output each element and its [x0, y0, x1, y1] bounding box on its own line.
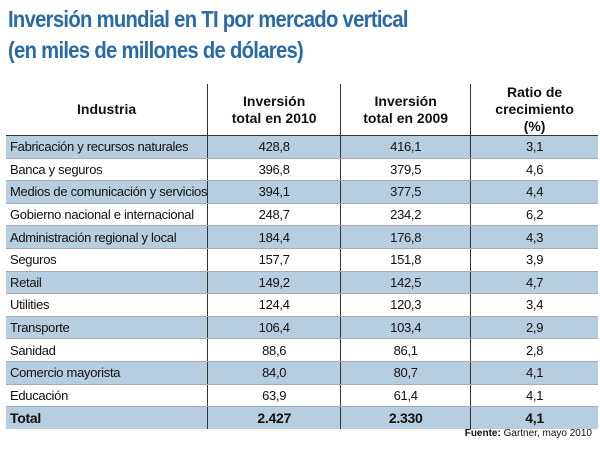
inv-2010-cell: 184,4	[207, 225, 341, 249]
table-row: Educación 63,9 61,4 4,1	[6, 384, 598, 408]
table-row: Administración regional y local 184,4 176,…	[6, 225, 598, 249]
inv-2010-cell: 396,8	[207, 158, 341, 182]
growth-cell: 4,4	[470, 180, 598, 204]
industry-cell: Banca y seguros	[6, 158, 208, 182]
inv-2009-cell: 377,5	[340, 180, 471, 204]
growth-cell: 3,4	[470, 293, 598, 317]
industry-cell: Retail	[6, 271, 208, 295]
table-row: Retail 149,2 142,5 4,7	[6, 271, 598, 295]
inv-2010-cell: 63,9	[207, 384, 341, 408]
inv-2009-cell: 103,4	[340, 316, 471, 340]
inv-2009-cell: 379,5	[340, 158, 471, 182]
source-text: Gartner, mayo 2010	[500, 428, 592, 439]
table-row: Sanidad 88,6 86,1 2,8	[6, 338, 598, 362]
table-row: Fabricación y recursos naturales 428,8 416…	[6, 135, 598, 159]
inv-2010-cell: 2.427	[207, 406, 341, 429]
industry-cell: Administración regional y local	[6, 225, 208, 249]
growth-cell: 4,1	[470, 361, 598, 385]
industry-cell: Comercio mayorista	[6, 361, 208, 385]
industry-cell: Gobierno nacional e internacional	[6, 203, 208, 227]
growth-cell: 3,9	[470, 248, 598, 272]
industry-cell: Seguros	[6, 248, 208, 272]
industry-cell: Total	[6, 406, 208, 429]
industry-cell: Fabricación y recursos naturales	[6, 135, 208, 159]
inv-2009-cell: 61,4	[340, 384, 471, 408]
inv-2010-cell: 428,8	[207, 135, 341, 159]
inv-2009-cell: 142,5	[340, 271, 471, 295]
header-2009: Inversión total en 2009	[340, 84, 471, 136]
inv-2010-cell: 124,4	[207, 293, 341, 317]
inv-2009-cell: 86,1	[340, 338, 471, 362]
inv-2009-cell: 234,2	[340, 203, 471, 227]
industry-cell: Utilities	[6, 293, 208, 317]
inv-2010-cell: 84,0	[207, 361, 341, 385]
total-row: Total 2.427 2.330 4,1	[6, 406, 598, 429]
table-row: Medios de comunicación y servicios 394,1 3…	[6, 180, 598, 204]
growth-cell: 2,9	[470, 316, 598, 340]
industry-cell: Transporte	[6, 316, 208, 340]
table-row: Comercio mayorista 84,0 80,7 4,1	[6, 361, 598, 385]
inv-2010-cell: 106,4	[207, 316, 341, 340]
growth-cell: 6,2	[470, 203, 598, 227]
inv-2009-cell: 120,3	[340, 293, 471, 317]
inv-2010-cell: 248,7	[207, 203, 341, 227]
header-2010: Inversión total en 2010	[207, 84, 341, 136]
industry-cell: Sanidad	[6, 338, 208, 362]
investment-table: Industria Inversión total en 2010 Invers…	[6, 84, 598, 429]
header-ratio: Ratio de crecimiento (%)	[470, 84, 598, 136]
growth-cell: 3,1	[470, 135, 598, 159]
growth-cell: 4,1	[470, 384, 598, 408]
industry-cell: Educación	[6, 384, 208, 408]
table-row: Banca y seguros 396,8 379,5 4,6	[6, 158, 598, 182]
title-line-2: (en miles de millones de dólares)	[8, 37, 304, 63]
inv-2009-cell: 176,8	[340, 225, 471, 249]
inv-2010-cell: 149,2	[207, 271, 341, 295]
source-label: Fuente:	[464, 428, 501, 439]
inv-2009-cell: 80,7	[340, 361, 471, 385]
table-row: Gobierno nacional e internacional 248,7 23…	[6, 203, 598, 227]
source-note: Fuente: Gartner, mayo 2010	[465, 428, 592, 439]
inv-2009-cell: 416,1	[340, 135, 471, 159]
growth-cell: 2,8	[470, 338, 598, 362]
inv-2010-cell: 157,7	[207, 248, 341, 272]
growth-cell: 4,7	[470, 271, 598, 295]
table-row: Utilities 124,4 120,3 3,4	[6, 293, 598, 317]
table-row: Transporte 106,4 103,4 2,9	[6, 316, 598, 340]
title-line-1: Inversión mundial en TI por mercado vert…	[8, 6, 409, 32]
growth-cell: 4,1	[470, 406, 598, 429]
growth-cell: 4,6	[470, 158, 598, 182]
inv-2009-cell: 2.330	[340, 406, 471, 429]
industry-cell: Medios de comunicación y servicios	[6, 180, 208, 204]
table-row: Seguros 157,7 151,8 3,9	[6, 248, 598, 272]
page-title: Inversión mundial en TI por mercado vert…	[8, 4, 409, 66]
header-industria: Industria	[6, 84, 208, 136]
growth-cell: 4,3	[470, 225, 598, 249]
inv-2009-cell: 151,8	[340, 248, 471, 272]
inv-2010-cell: 88,6	[207, 338, 341, 362]
inv-2010-cell: 394,1	[207, 180, 341, 204]
